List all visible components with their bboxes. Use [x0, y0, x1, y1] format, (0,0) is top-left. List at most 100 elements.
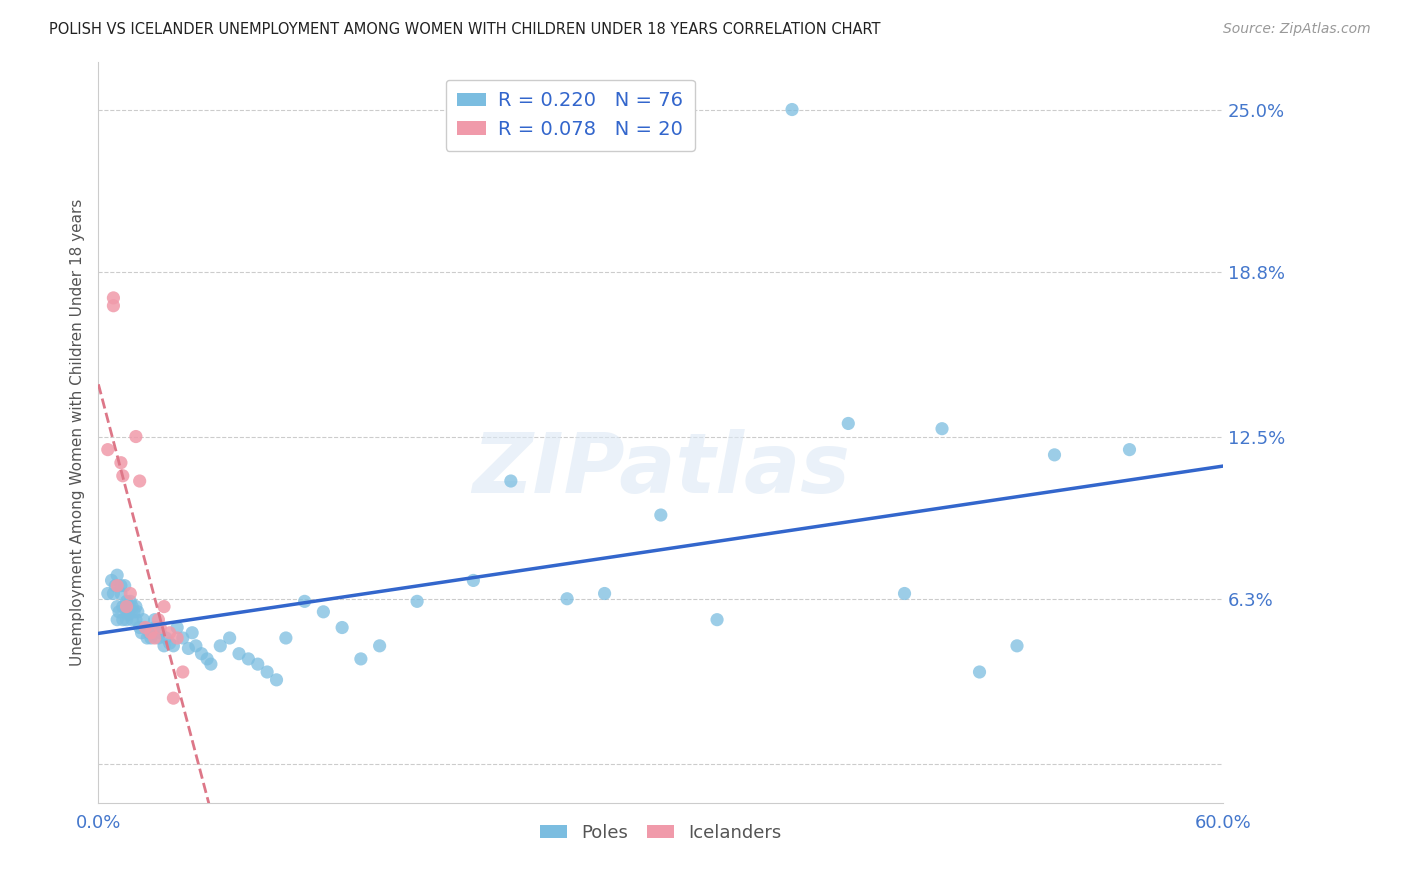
Poles — [110, 579, 132, 593]
Poles — [114, 579, 136, 593]
Poles — [159, 636, 181, 650]
Text: ZIPatlas: ZIPatlas — [472, 429, 849, 510]
Icelanders — [149, 620, 172, 634]
Poles — [650, 508, 672, 522]
Icelanders — [120, 586, 142, 600]
Text: POLISH VS ICELANDER UNEMPLOYMENT AMONG WOMEN WITH CHILDREN UNDER 18 YEARS CORREL: POLISH VS ICELANDER UNEMPLOYMENT AMONG W… — [49, 22, 880, 37]
Poles — [117, 599, 139, 614]
Poles — [166, 620, 188, 634]
Icelanders — [115, 599, 138, 614]
Icelanders — [111, 468, 134, 483]
Icelanders — [103, 299, 125, 313]
Text: Source: ZipAtlas.com: Source: ZipAtlas.com — [1223, 22, 1371, 37]
Poles — [200, 657, 222, 672]
Poles — [143, 620, 166, 634]
Poles — [969, 665, 991, 679]
Poles — [555, 591, 578, 606]
Poles — [172, 631, 194, 645]
Poles — [406, 594, 429, 608]
Poles — [190, 647, 212, 661]
Icelanders — [153, 599, 176, 614]
Poles — [1005, 639, 1028, 653]
Poles — [706, 613, 728, 627]
Poles — [111, 599, 134, 614]
Poles — [228, 647, 250, 661]
Poles — [184, 639, 207, 653]
Poles — [117, 607, 139, 622]
Poles — [125, 613, 148, 627]
Poles — [181, 625, 204, 640]
Poles — [105, 599, 128, 614]
Poles — [195, 652, 218, 666]
Poles — [209, 639, 232, 653]
Poles — [127, 605, 149, 619]
Poles — [121, 599, 143, 614]
Poles — [499, 474, 522, 488]
Poles — [1118, 442, 1140, 457]
Poles — [131, 625, 153, 640]
Poles — [1043, 448, 1066, 462]
Poles — [115, 613, 138, 627]
Poles — [155, 631, 177, 645]
Y-axis label: Unemployment Among Women with Children Under 18 years: Unemployment Among Women with Children U… — [69, 199, 84, 666]
Poles — [330, 620, 353, 634]
Poles — [105, 613, 128, 627]
Poles — [122, 605, 145, 619]
Poles — [893, 586, 915, 600]
Poles — [115, 594, 138, 608]
Poles — [312, 605, 335, 619]
Poles — [136, 631, 159, 645]
Poles — [368, 639, 391, 653]
Poles — [139, 631, 162, 645]
Poles — [837, 417, 859, 431]
Poles — [120, 594, 142, 608]
Icelanders — [139, 625, 162, 640]
Icelanders — [97, 442, 120, 457]
Poles — [105, 568, 128, 582]
Poles — [149, 625, 172, 640]
Poles — [218, 631, 240, 645]
Poles — [593, 586, 616, 600]
Poles — [153, 639, 176, 653]
Poles — [294, 594, 316, 608]
Icelanders — [134, 620, 156, 634]
Poles — [143, 613, 166, 627]
Icelanders — [159, 625, 181, 640]
Poles — [134, 620, 156, 634]
Poles — [103, 586, 125, 600]
Icelanders — [128, 474, 150, 488]
Poles — [463, 574, 485, 588]
Icelanders — [110, 456, 132, 470]
Icelanders — [105, 579, 128, 593]
Poles — [238, 652, 260, 666]
Poles — [110, 586, 132, 600]
Poles — [128, 620, 150, 634]
Legend: Poles, Icelanders: Poles, Icelanders — [533, 817, 789, 849]
Icelanders — [103, 291, 125, 305]
Poles — [256, 665, 278, 679]
Poles — [132, 613, 155, 627]
Poles — [266, 673, 288, 687]
Poles — [97, 586, 120, 600]
Icelanders — [172, 665, 194, 679]
Icelanders — [148, 613, 170, 627]
Icelanders — [162, 691, 184, 706]
Poles — [104, 579, 127, 593]
Poles — [125, 599, 148, 614]
Icelanders — [143, 631, 166, 645]
Poles — [162, 639, 184, 653]
Poles — [115, 605, 138, 619]
Poles — [148, 631, 170, 645]
Poles — [246, 657, 269, 672]
Icelanders — [125, 429, 148, 443]
Poles — [177, 641, 200, 656]
Poles — [100, 574, 122, 588]
Poles — [931, 422, 953, 436]
Poles — [350, 652, 373, 666]
Icelanders — [166, 631, 188, 645]
Poles — [780, 103, 803, 117]
Poles — [274, 631, 297, 645]
Poles — [111, 613, 134, 627]
Poles — [121, 613, 143, 627]
Poles — [138, 625, 160, 640]
